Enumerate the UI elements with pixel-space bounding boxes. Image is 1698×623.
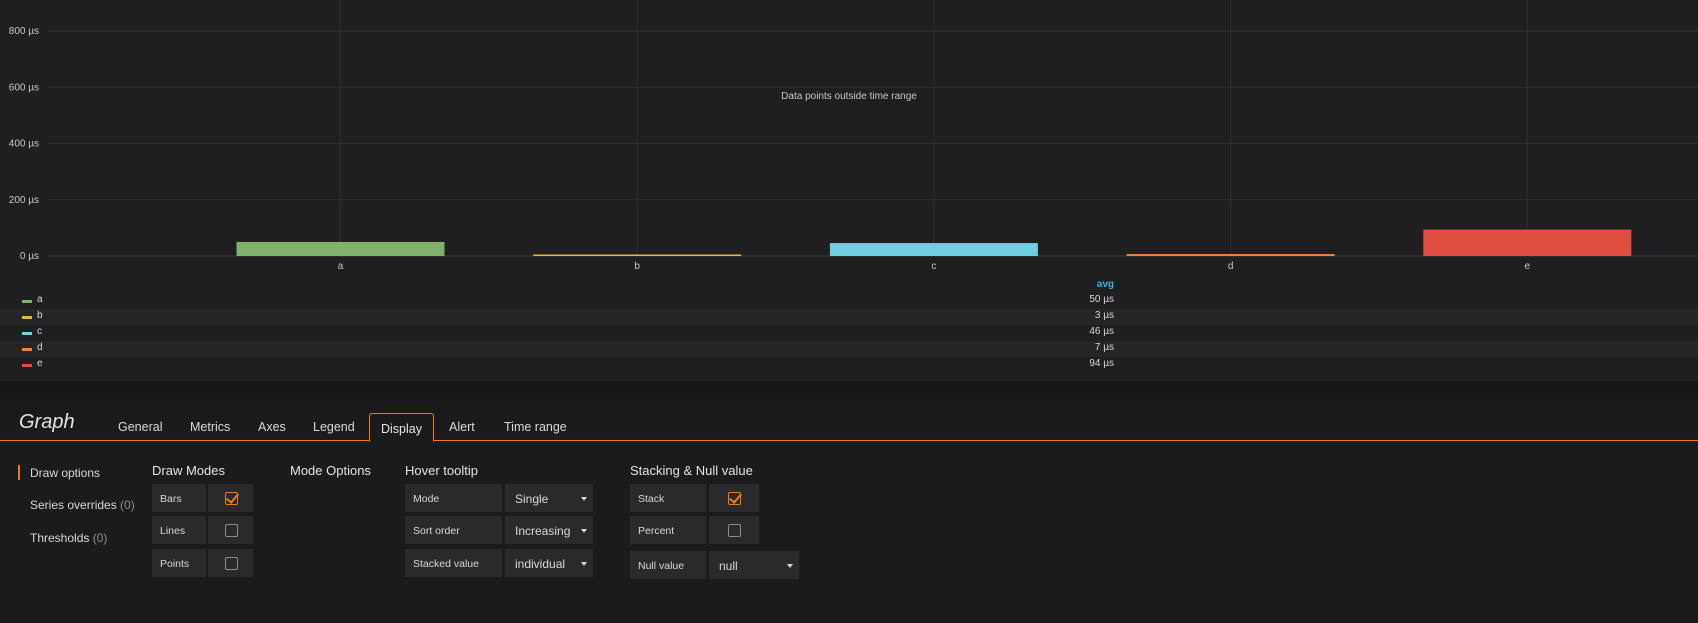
- x-tick-label: c: [931, 261, 936, 270]
- legend-series-name[interactable]: d: [37, 342, 43, 353]
- caret-down-icon: [581, 497, 587, 501]
- null-value-select[interactable]: null: [709, 551, 799, 579]
- panel-editor: Graph General Metrics Axes Legend Displa…: [0, 381, 1698, 623]
- x-tick-label: a: [338, 261, 344, 270]
- tab-axes[interactable]: Axes: [258, 420, 286, 434]
- legend-series-name[interactable]: b: [37, 310, 43, 321]
- percent-label: Percent: [630, 516, 706, 544]
- null-value-label: Null value: [630, 551, 706, 579]
- x-tick-label: d: [1228, 261, 1234, 270]
- points-field: [208, 549, 253, 577]
- sidebar-active-indicator: [18, 465, 20, 480]
- legend-avg-value: 50 µs: [1089, 294, 1114, 305]
- bar-chart: 0 µs 200 µs 400 µs 600 µs 800 µs a b c d e: [9, 0, 1698, 270]
- legend-avg-value: 7 µs: [1094, 342, 1114, 353]
- tooltip-sort-order-label: Sort order: [405, 516, 502, 544]
- sidebar-item-draw-options[interactable]: Draw options: [30, 466, 100, 480]
- sidebar-item-label: Series overrides: [30, 498, 117, 512]
- x-tick-label: b: [634, 261, 640, 270]
- tooltip-mode-label: Mode: [405, 484, 502, 512]
- y-tick-label: 200 µs: [9, 195, 39, 206]
- tooltip-stacked-value-label: Stacked value: [405, 549, 502, 577]
- tooltip-sort-order-value: Increasing: [515, 524, 571, 538]
- legend-item-b[interactable]: b 3 µs: [0, 309, 1698, 325]
- lines-checkbox[interactable]: [225, 524, 238, 537]
- null-value-value: null: [719, 559, 738, 573]
- bars-field: [208, 484, 253, 512]
- legend-swatch-a[interactable]: [22, 300, 32, 303]
- tooltip-mode-select[interactable]: Single: [505, 484, 593, 512]
- tab-alert[interactable]: Alert: [449, 420, 475, 434]
- legend-series-name[interactable]: e: [37, 358, 43, 369]
- x-tick-label: e: [1525, 261, 1531, 270]
- hover-tooltip-title: Hover tooltip: [405, 463, 478, 478]
- points-label: Points: [152, 549, 206, 577]
- y-tick-label: 400 µs: [9, 139, 39, 150]
- caret-down-icon: [581, 562, 587, 566]
- legend-avg-value: 46 µs: [1089, 326, 1114, 337]
- tab-time-range[interactable]: Time range: [504, 420, 567, 434]
- panel-type-title: Graph: [19, 411, 75, 433]
- caret-down-icon: [787, 564, 793, 568]
- points-checkbox[interactable]: [225, 557, 238, 570]
- legend-item-c[interactable]: c 46 µs: [0, 325, 1698, 341]
- tab-metrics[interactable]: Metrics: [190, 420, 231, 434]
- bars-label: Bars: [152, 484, 206, 512]
- bars-checkbox[interactable]: [225, 492, 238, 505]
- sidebar-item-label: Draw options: [30, 466, 101, 480]
- bar-a[interactable]: [236, 241, 445, 256]
- stack-label: Stack: [630, 484, 706, 512]
- stack-field: [709, 484, 759, 512]
- graph-panel: 0 µs 200 µs 400 µs 600 µs 800 µs a b c d e Data p…: [0, 0, 1698, 373]
- legend-item-e[interactable]: e 94 µs: [0, 357, 1698, 373]
- sidebar-item-series-overrides[interactable]: Series overrides (0): [30, 498, 135, 512]
- legend-avg-value: 3 µs: [1094, 310, 1114, 321]
- y-tick-label: 0 µs: [20, 251, 39, 262]
- stacking-title: Stacking & Null value: [630, 463, 753, 478]
- tab-display[interactable]: Display: [369, 413, 434, 442]
- y-tick-label: 600 µs: [9, 82, 39, 93]
- y-tick-label: 800 µs: [9, 26, 39, 37]
- bar-c[interactable]: [829, 243, 1038, 256]
- tooltip-sort-order-select[interactable]: Increasing: [505, 516, 593, 544]
- stack-checkbox[interactable]: [728, 492, 741, 505]
- sidebar-item-count: (0): [92, 531, 108, 545]
- legend-avg-header[interactable]: avg: [1096, 279, 1114, 290]
- sidebar-item-count: (0): [120, 498, 135, 512]
- legend-swatch-e[interactable]: [22, 364, 32, 367]
- sidebar-item-label: Thresholds: [30, 531, 90, 545]
- lines-label: Lines: [152, 516, 206, 544]
- legend-series-name[interactable]: c: [37, 326, 42, 337]
- legend-swatch-b[interactable]: [22, 316, 32, 319]
- caret-down-icon: [581, 529, 587, 533]
- legend-avg-value: 94 µs: [1089, 358, 1114, 369]
- legend-swatch-d[interactable]: [22, 348, 32, 351]
- chart-annotation: Data points outside time range: [781, 91, 917, 102]
- bar-d[interactable]: [1126, 254, 1335, 256]
- legend-item-d[interactable]: d 7 µs: [0, 341, 1698, 357]
- tooltip-stacked-value-select[interactable]: individual: [505, 549, 593, 577]
- mode-options-title: Mode Options: [290, 463, 371, 478]
- tooltip-stacked-value-value: individual: [515, 557, 566, 571]
- legend-series-name[interactable]: a: [37, 294, 43, 305]
- tooltip-mode-value: Single: [515, 492, 549, 506]
- editor-header: Graph General Metrics Axes Legend Displa…: [0, 381, 1698, 442]
- percent-checkbox[interactable]: [728, 524, 741, 537]
- tab-legend[interactable]: Legend: [313, 420, 355, 434]
- tab-general[interactable]: General: [118, 420, 163, 434]
- lines-field: [208, 516, 253, 544]
- sidebar-item-thresholds[interactable]: Thresholds (0): [30, 531, 107, 545]
- bar-e[interactable]: [1423, 229, 1632, 256]
- legend-item-a[interactable]: a 50 µs: [0, 293, 1698, 309]
- draw-modes-title: Draw Modes: [152, 463, 225, 478]
- legend-swatch-c[interactable]: [22, 332, 32, 335]
- bar-b[interactable]: [533, 254, 742, 257]
- percent-field: [709, 516, 759, 544]
